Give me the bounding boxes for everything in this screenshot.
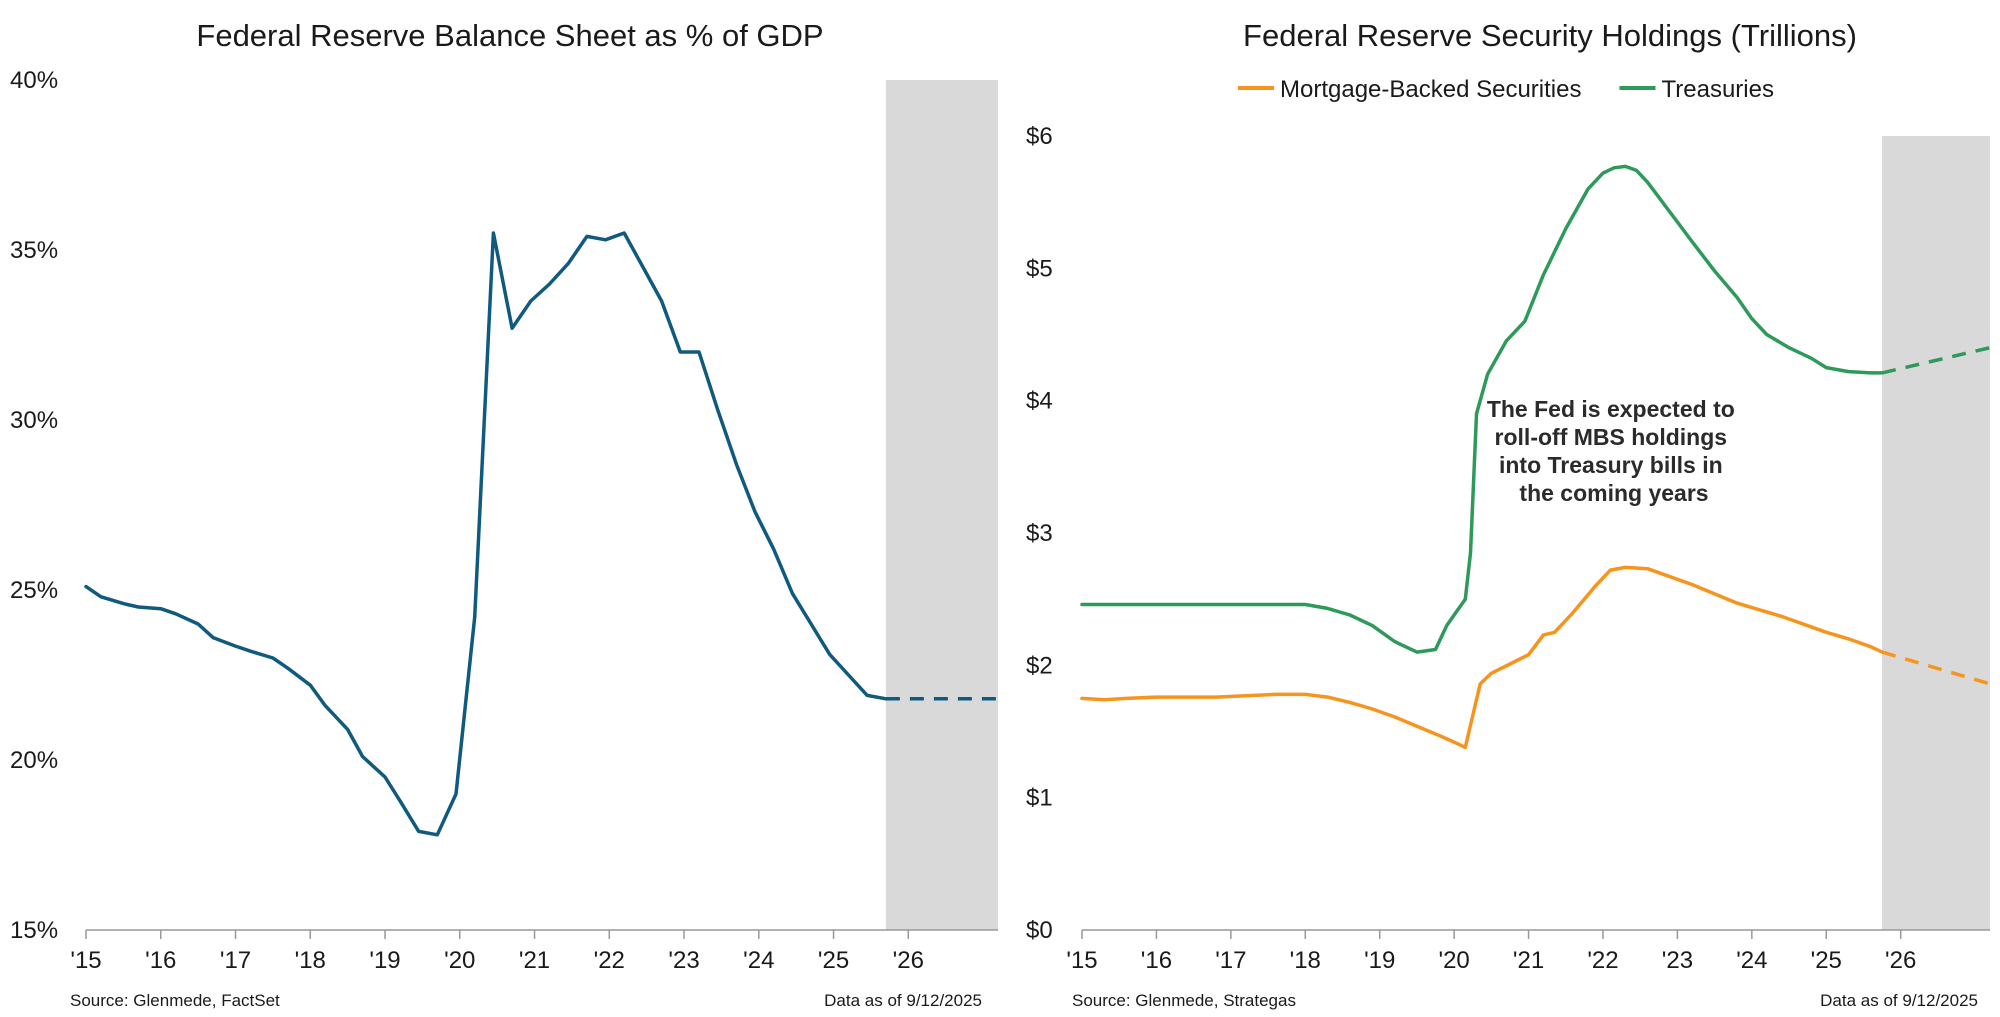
- annotation-line: The Fed is expected to: [1487, 396, 1735, 422]
- x-tick-label: '25: [818, 947, 849, 974]
- x-tick-label: '19: [1364, 947, 1395, 974]
- x-axis: '15 '16 '17 '18 '19 '20 '21 '22 '23 '24 '25 '26: [1066, 929, 1990, 974]
- y-tick-label: 15%: [10, 917, 58, 944]
- projection-line-3: [1881, 345, 1991, 375]
- series-line-0: [84, 231, 888, 837]
- annotation-line: the coming years: [1519, 480, 1708, 506]
- x-tick-label: '21: [1513, 947, 1544, 974]
- legend-label-treasuries: Treasuries: [1661, 76, 1773, 103]
- x-tick-label: '22: [1587, 947, 1618, 974]
- annotation-text: The Fed is expected to roll-off MBS hold…: [1487, 396, 1741, 506]
- x-tick-label: '16: [1141, 947, 1172, 974]
- data-date-note: Data as of 9/12/2025: [824, 991, 982, 1010]
- forecast-shade: [885, 80, 998, 930]
- legend: Mortgage-Backed Securities Treasuries: [1238, 76, 1774, 103]
- series-lines: [84, 231, 998, 837]
- y-tick-label: 30%: [10, 407, 58, 434]
- annotation-line: into Treasury bills in: [1499, 452, 1723, 478]
- source-note: Source: Glenmede, Strategas: [1072, 991, 1296, 1010]
- chart-balance-sheet: Federal Reserve Balance Sheet as % of GD…: [10, 18, 998, 1010]
- annotation-line: roll-off MBS holdings: [1495, 424, 1728, 450]
- projection-line-1: [1881, 650, 1991, 686]
- x-tick-label: '20: [1438, 947, 1469, 974]
- y-axis-ticks: 15% 20% 25% 30% 35% 40%: [10, 67, 58, 944]
- data-date-note: Data as of 9/12/2025: [1820, 991, 1978, 1010]
- x-tick-label: '17: [1215, 947, 1246, 974]
- x-tick-label: '24: [1736, 947, 1767, 974]
- x-tick-label: '25: [1811, 947, 1842, 974]
- x-tick-label: '16: [145, 947, 176, 974]
- y-tick-label: 35%: [10, 237, 58, 264]
- x-tick-label: '17: [220, 947, 251, 974]
- y-tick-label: 25%: [10, 577, 58, 604]
- x-tick-label: '26: [1885, 947, 1916, 974]
- y-tick-label: $5: [1026, 255, 1053, 282]
- x-tick-label: '18: [1290, 947, 1321, 974]
- chart-title: Federal Reserve Security Holdings (Trill…: [1243, 18, 1857, 53]
- chart-title: Federal Reserve Balance Sheet as % of GD…: [196, 18, 823, 53]
- x-tick-label: '23: [668, 947, 699, 974]
- x-axis: '15 '16 '17 '18 '19 '20 '21 '22 '23 '24 '25 '26: [70, 929, 998, 974]
- y-tick-label: $3: [1026, 520, 1053, 547]
- chart-security-holdings: Federal Reserve Security Holdings (Trill…: [1026, 18, 1991, 1010]
- x-tick-label: '21: [519, 947, 550, 974]
- y-tick-label: $0: [1026, 917, 1053, 944]
- x-tick-label: '15: [1066, 947, 1097, 974]
- series-line-0: [1080, 565, 1884, 750]
- y-tick-label: $2: [1026, 652, 1053, 679]
- y-tick-label: 20%: [10, 747, 58, 774]
- x-tick-label: '26: [893, 947, 924, 974]
- y-axis-ticks: $0 $1 $2 $3 $4 $5 $6: [1026, 123, 1053, 944]
- source-note: Source: Glenmede, FactSet: [70, 991, 280, 1010]
- series-lines: [1080, 164, 1991, 750]
- x-tick-label: '24: [743, 947, 774, 974]
- y-tick-label: 40%: [10, 67, 58, 94]
- x-tick-label: '15: [70, 947, 101, 974]
- x-tick-label: '23: [1662, 947, 1693, 974]
- x-tick-label: '20: [444, 947, 475, 974]
- forecast-shade: [1882, 136, 1990, 930]
- x-tick-label: '22: [594, 947, 625, 974]
- y-tick-label: $6: [1026, 123, 1053, 150]
- series-line-2: [1080, 164, 1884, 654]
- y-tick-label: $1: [1026, 785, 1053, 812]
- x-tick-label: '18: [295, 947, 326, 974]
- x-tick-label: '19: [369, 947, 400, 974]
- legend-label-mbs: Mortgage-Backed Securities: [1280, 76, 1581, 103]
- y-tick-label: $4: [1026, 388, 1053, 415]
